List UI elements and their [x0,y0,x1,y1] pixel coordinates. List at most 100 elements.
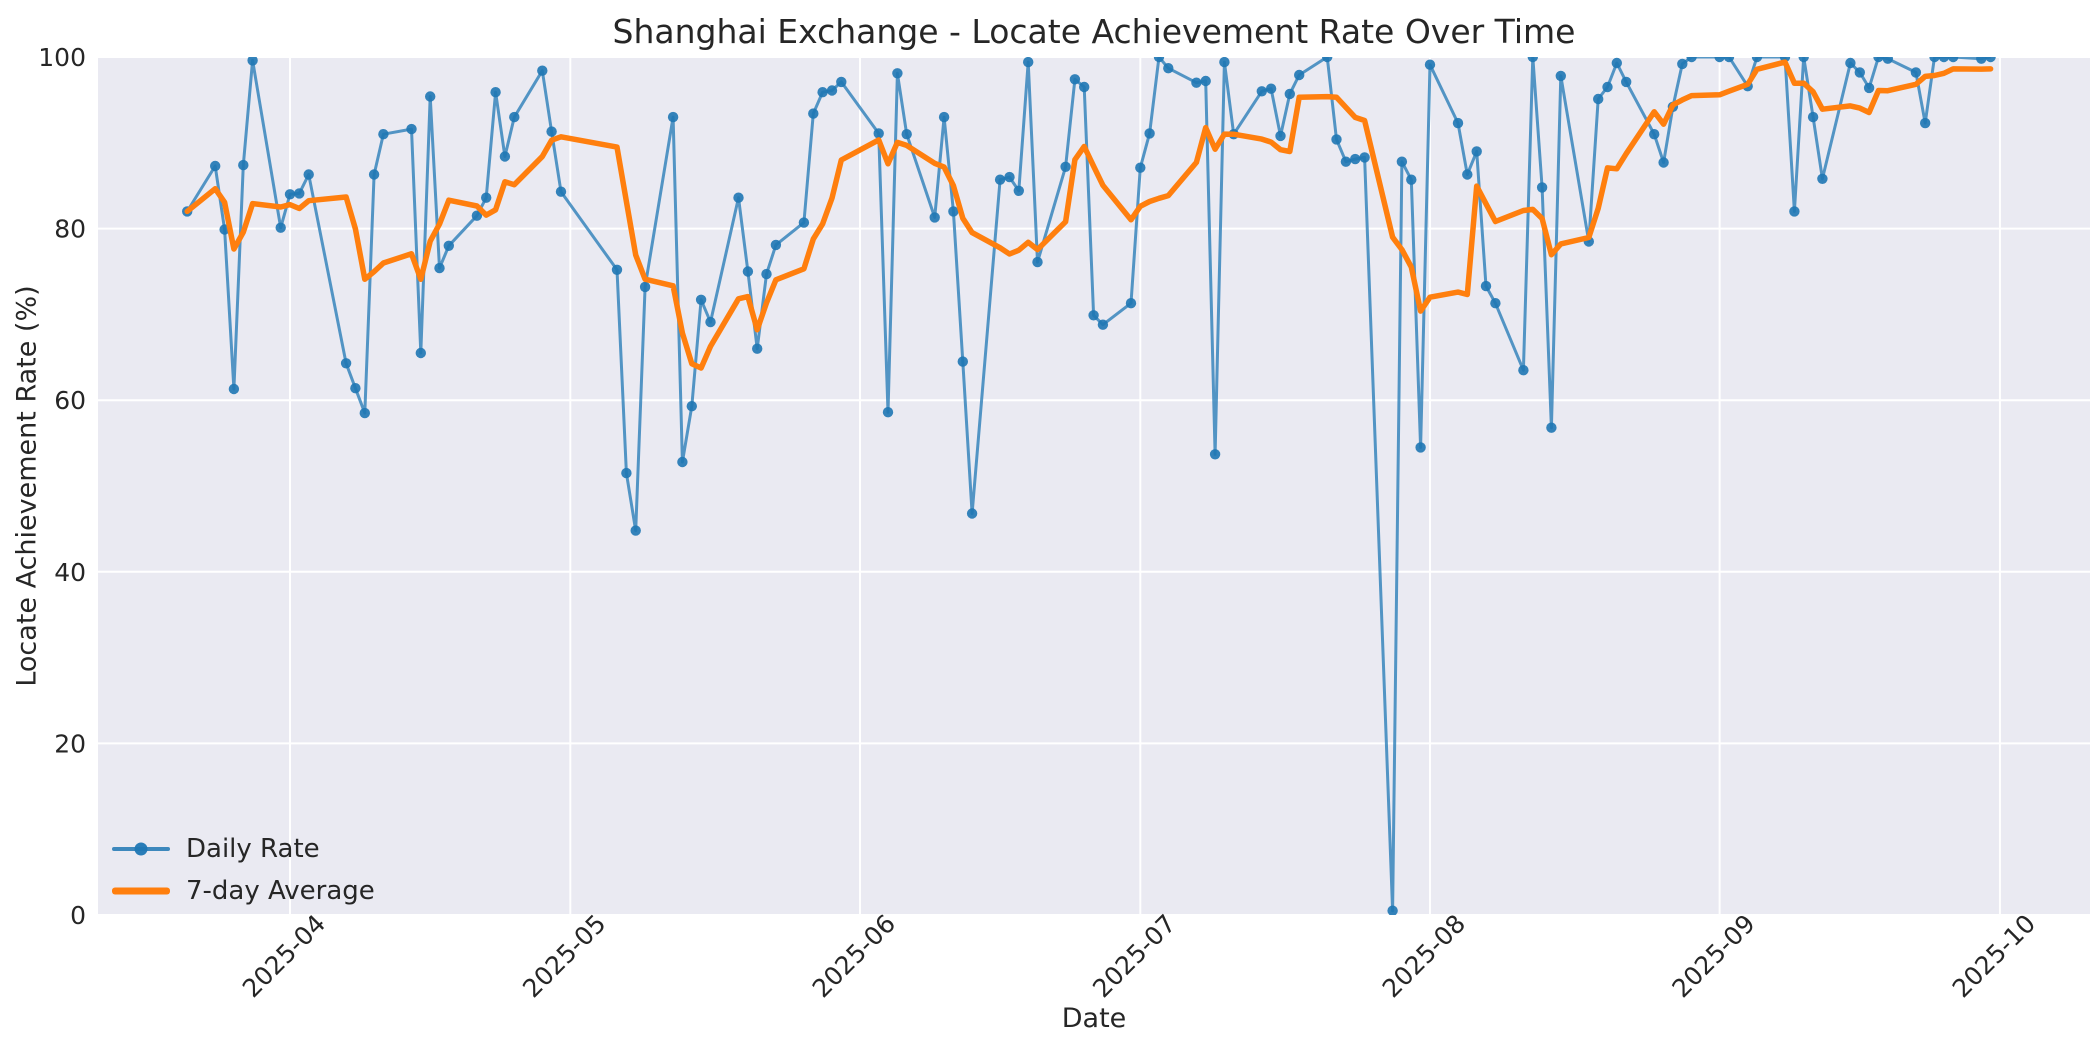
daily-rate-marker [639,281,651,293]
y-tick-label: 0 [70,901,86,930]
daily-rate-marker [742,266,754,277]
daily-rate-marker [1976,57,1987,64]
daily-rate-marker [1948,57,1959,63]
daily-rate-marker [1723,57,1735,63]
daily-rate-marker [1602,81,1613,93]
daily-rate-marker [350,383,361,394]
daily-rate-marker [425,91,436,102]
daily-rate-marker [1191,77,1202,88]
daily-rate-marker [490,87,501,98]
daily-rate-marker [1462,169,1473,180]
daily-rate-marker [1929,57,1940,63]
daily-rate-marker [1920,117,1931,129]
y-tick-label: 20 [54,729,86,758]
daily-rate-marker [1910,67,1922,78]
daily-rate-marker [892,68,903,79]
daily-rate-marker [1518,365,1529,376]
daily-rate-marker [1200,75,1211,87]
daily-rate-marker [1088,310,1099,321]
daily-rate-marker [873,128,884,139]
daily-rate-marker [1807,111,1819,123]
daily-rate-marker [294,188,305,199]
daily-rate-marker [443,240,454,251]
daily-rate-marker [1387,905,1398,915]
daily-rate-marker [957,356,968,367]
daily-rate-marker [471,210,483,221]
daily-rate-marker [1686,57,1697,63]
daily-rate-marker [434,262,445,274]
seven-day-average-line [184,59,1994,371]
daily-rate-marker [1023,57,1034,68]
daily-rate-marker [1415,442,1426,453]
daily-rate-marker [938,111,950,123]
daily-rate-marker [555,186,567,197]
daily-rate-marker [359,407,370,419]
daily-rate-marker [1153,57,1165,63]
daily-rate-marker [509,111,520,123]
daily-rate-marker [1798,57,1809,63]
daily-rate-marker [770,239,782,251]
daily-rate-line-swatch-icon [112,842,170,856]
x-tick-label: 2025-06 [807,909,901,1003]
daily-rate-marker [686,401,697,412]
daily-rate-marker [1135,162,1146,173]
x-tick-label: 2025-05 [517,909,611,1003]
y-tick-label: 80 [54,215,86,244]
daily-rate-marker [761,268,772,280]
daily-rate-marker [1555,70,1567,82]
daily-rate-marker [1873,57,1884,63]
daily-rate-marker [817,87,828,98]
daily-rate-marker [1854,67,1866,78]
daily-rate-marker [1256,86,1268,97]
daily-rate-marker [1817,173,1828,184]
daily-rate-marker [966,508,978,519]
daily-rate-marker [836,76,847,88]
daily-rate-marker [929,212,940,223]
daily-rate-marker [1079,81,1090,93]
daily-rate-marker [1452,117,1464,129]
daily-rate-marker [1004,171,1015,183]
daily-rate-marker [630,525,641,536]
daily-rate-marker [247,57,258,66]
daily-rate-marker [1322,57,1333,63]
daily-rate-marker [378,129,389,140]
daily-rate-marker [1275,130,1286,142]
daily-rate-marker [1424,59,1436,70]
daily-rate-marker [826,85,838,96]
legend-label-daily-rate: Daily Rate [186,834,320,864]
daily-rate-marker [228,383,240,395]
daily-rate-marker [1396,156,1408,167]
daily-rate-marker [621,467,632,479]
daily-rate-marker [1593,93,1604,105]
daily-rate-marker [752,343,763,354]
daily-rate-marker [1013,185,1024,196]
daily-rate-marker [901,129,912,140]
daily-rate-marker [1406,174,1417,185]
chart-title: Shanghai Exchange - Locate Achievement R… [612,12,1576,51]
daily-rate-marker [1714,57,1725,63]
daily-rate-marker [481,192,492,203]
x-tick-label: 2025-10 [1947,909,2041,1003]
daily-rate-marker [1163,62,1174,74]
daily-rate-marker [275,222,286,233]
daily-rate-marker [368,169,380,180]
daily-rate-marker [546,126,557,137]
daily-rate-marker [1125,298,1137,309]
y-tick-label: 40 [54,558,86,587]
daily-rate-marker [695,294,707,305]
daily-rate-marker [1284,88,1296,100]
x-tick-label: 2025-04 [237,909,331,1003]
daily-rate-marker [808,108,819,119]
daily-rate-marker [994,174,1006,185]
daily-rate-marker [1985,57,1996,63]
daily-rate-marker [1649,129,1660,140]
daily-rate-marker [1209,449,1221,460]
x-tick-label: 2025-09 [1666,909,1760,1003]
series-group [182,57,1996,915]
daily-rate-marker [1845,57,1856,69]
daily-rate-marker [1751,57,1763,63]
daily-rate-marker [1658,157,1669,168]
daily-rate-marker [667,111,679,123]
